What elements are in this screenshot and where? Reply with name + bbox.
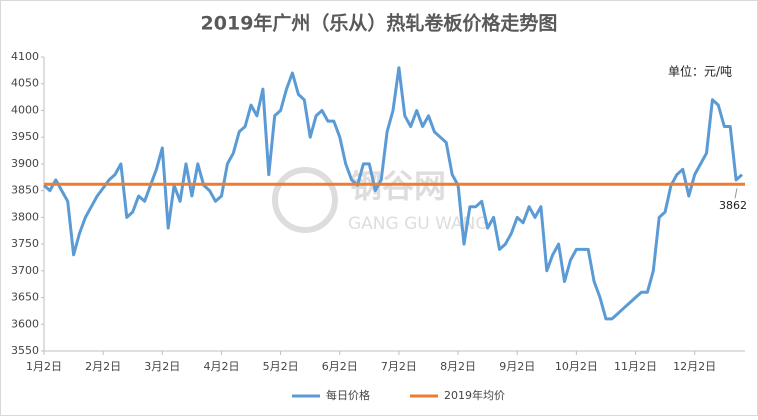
y-tick-label: 3900 [11, 157, 39, 170]
x-tick-label: 9月2日 [499, 360, 535, 373]
watermark-logo [272, 167, 338, 233]
y-tick-label: 3650 [11, 291, 39, 304]
y-tick-label: 3850 [11, 184, 39, 197]
legend-label: 每日价格 [326, 388, 370, 402]
x-tick-label: 5月2日 [263, 360, 299, 373]
x-tick-label: 12月2日 [673, 360, 716, 373]
x-tick-label: 2月2日 [85, 360, 121, 373]
y-tick-label: 4050 [11, 77, 39, 90]
price-line [42, 66, 744, 321]
y-tick-label: 3750 [11, 237, 39, 250]
value-label: 3862 [719, 199, 747, 212]
x-tick-label: 11月2日 [614, 360, 657, 373]
x-tick-label: 1月2日 [26, 360, 62, 373]
y-tick-label: 3700 [11, 264, 39, 277]
watermark-en: GANG GU WANG [348, 214, 489, 234]
watermark: 钢谷网 GANG GU WANG [272, 167, 489, 234]
x-tick-label: 10月2日 [555, 360, 598, 373]
x-tick-label: 4月2日 [203, 360, 239, 373]
x-tick-label: 3月2日 [144, 360, 180, 373]
y-tick-label: 3950 [11, 130, 39, 143]
y-tick-label: 3550 [11, 344, 39, 357]
x-tick-label: 8月2日 [440, 360, 476, 373]
y-tick-label: 4000 [11, 103, 39, 116]
x-tick-label: 6月2日 [322, 360, 358, 373]
watermark-cn: 钢谷网 [350, 167, 446, 205]
x-tick-label: 7月2日 [381, 360, 417, 373]
y-tick-label: 4100 [11, 50, 39, 63]
y-tick-label: 3600 [11, 317, 39, 330]
y-tick-label: 3800 [11, 210, 39, 223]
legend-label: 2019年均价 [444, 388, 505, 402]
chart-title: 2019年广州（乐从）热轧卷板价格走势图 [201, 12, 558, 35]
unit-label: 单位：元/吨 [668, 64, 732, 79]
label-leader [734, 188, 738, 199]
